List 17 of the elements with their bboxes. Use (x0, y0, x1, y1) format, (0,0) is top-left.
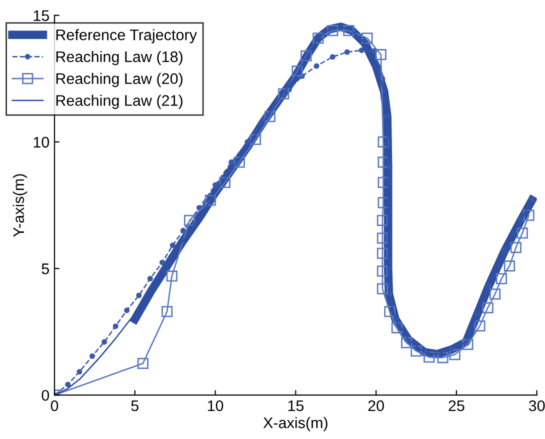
legend-label: Reaching Law (20) (56, 72, 182, 88)
legend-label: Reference Trajectory (56, 29, 197, 44)
x-tick-label: 5 (131, 400, 138, 412)
y-tick-label: 0 (42, 390, 50, 401)
x-tick-label: 30 (528, 400, 545, 412)
x-tick-label: 10 (208, 400, 224, 412)
legend-label: Reaching Law (21) (56, 94, 182, 109)
y-tick-label: 15 (34, 10, 49, 22)
x-tick-label: 0 (50, 400, 58, 412)
y-axis-title: Y-axis(m) (12, 174, 28, 237)
legend-label: Reaching Law (18) (56, 50, 182, 66)
y-tick-label: 10 (34, 136, 50, 148)
x-tick-label: 15 (288, 400, 304, 412)
x-tick-label: 20 (368, 400, 384, 412)
x-tick-label: 25 (448, 400, 464, 412)
y-tick-label: 5 (42, 264, 49, 274)
x-axis-title: X-axis(m) (263, 416, 328, 432)
